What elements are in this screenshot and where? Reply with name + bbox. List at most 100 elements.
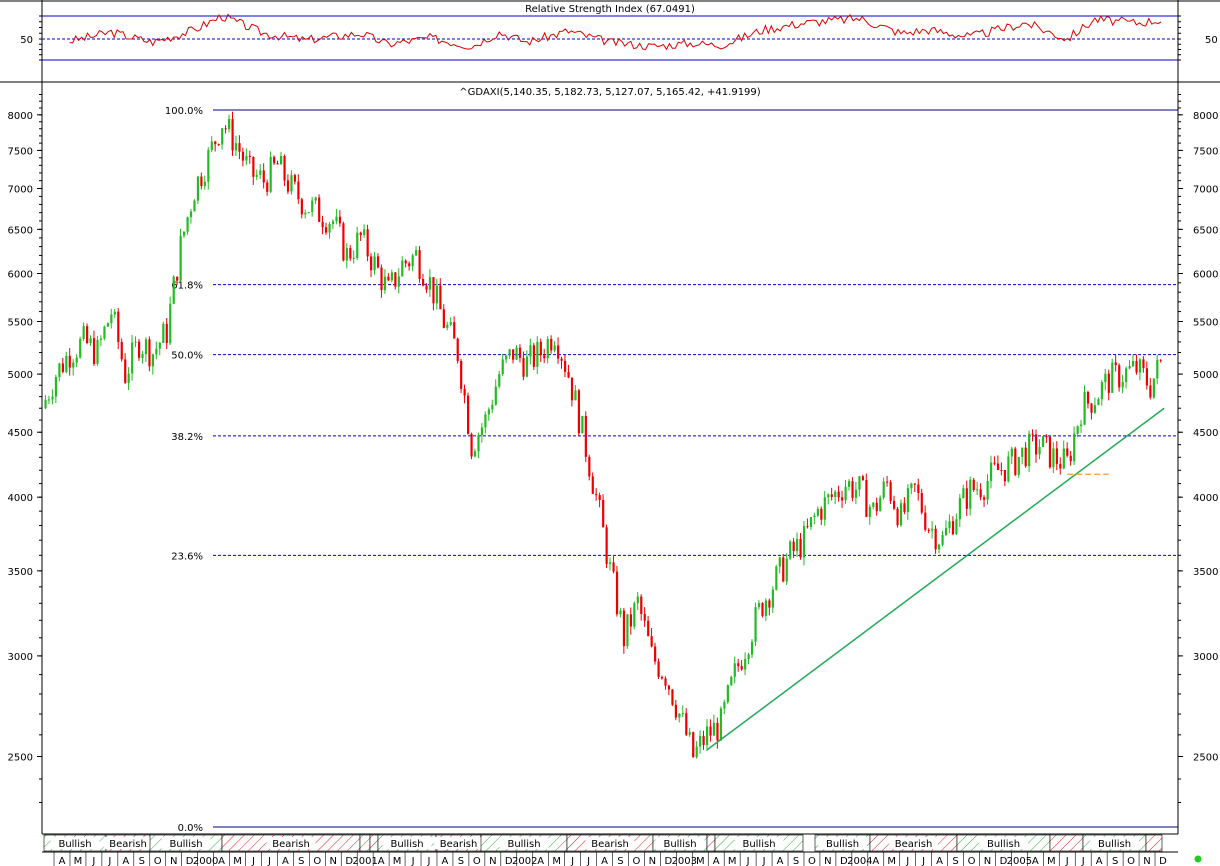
candle-body: [1038, 447, 1041, 455]
candle-body: [782, 557, 785, 582]
candle-body: [266, 182, 269, 192]
month-label: J: [251, 856, 255, 866]
candle-body: [834, 491, 837, 498]
candle-body: [553, 345, 556, 351]
candle-body: [643, 613, 646, 621]
y-tick-label-right: 3000: [1193, 652, 1218, 663]
candle-body: [1138, 359, 1142, 373]
candle-body: [958, 498, 962, 520]
candle-body: [203, 181, 206, 187]
month-label: D: [664, 856, 672, 866]
candle-body: [331, 221, 335, 224]
candle-body: [297, 181, 300, 200]
candle-body: [515, 347, 518, 360]
candle-body: [917, 484, 920, 494]
candle-body: [570, 377, 574, 401]
candle-body: [432, 277, 435, 304]
candle-body: [349, 248, 352, 259]
candle-body: [89, 338, 92, 343]
candle-body: [394, 272, 397, 287]
month-label: S: [793, 856, 799, 866]
sentiment-band-label-bg: [818, 837, 867, 849]
candle-body: [972, 479, 975, 490]
candle-body: [1107, 373, 1110, 393]
candle-body: [761, 603, 764, 616]
candle-body: [1149, 385, 1152, 398]
candle-body: [484, 414, 487, 428]
sentiment-band-label: Bearish: [109, 839, 147, 850]
candle-body: [532, 345, 536, 367]
month-label: D: [1000, 856, 1008, 866]
candle-body: [584, 415, 587, 457]
candle-body: [1073, 433, 1076, 462]
candle-body: [1014, 448, 1017, 475]
candle-body: [654, 646, 657, 662]
sentiment-band-label: Bullish: [663, 839, 696, 850]
month-label: M: [728, 856, 737, 866]
candle-body: [376, 256, 380, 268]
candle-body: [896, 508, 899, 526]
candle-body: [841, 497, 844, 501]
sentiment-band-label-bg: [1090, 837, 1139, 849]
rsi-title: Relative Strength Index (67.0491): [525, 4, 695, 15]
candle-body: [1100, 382, 1104, 400]
fib-level-label: 100.0%: [165, 106, 203, 117]
candle-body: [938, 544, 941, 550]
month-label: O: [154, 856, 162, 866]
candle-body: [660, 676, 664, 679]
candle-body: [539, 341, 542, 356]
candle-body: [931, 528, 934, 531]
candle-body: [179, 235, 182, 281]
candle-body: [605, 527, 608, 564]
candle-body: [221, 128, 224, 145]
status-indicator-icon: [1194, 855, 1202, 863]
candle-body: [927, 529, 930, 531]
candle-body: [113, 311, 116, 315]
candle-body: [380, 267, 383, 291]
month-label: A: [601, 856, 608, 866]
candle-body: [418, 250, 421, 279]
candle-body: [387, 276, 390, 281]
candle-body: [252, 156, 255, 177]
candle-body: [802, 526, 806, 558]
candle-body: [338, 216, 342, 224]
month-label: S: [298, 856, 304, 866]
candle-body: [730, 676, 733, 686]
candle-body: [546, 338, 549, 359]
month-label: 2005: [1007, 856, 1032, 866]
candle-body: [259, 170, 262, 175]
candle-body: [273, 156, 276, 164]
month-label: O: [632, 856, 640, 866]
candle-body: [196, 176, 200, 201]
candle-body: [993, 462, 996, 464]
candle-body: [751, 641, 754, 655]
candle-body: [1017, 456, 1020, 475]
candle-body: [172, 276, 175, 304]
rsi-left-tick-label: 50: [20, 35, 33, 46]
candle-body: [245, 155, 248, 161]
month-label: M: [74, 856, 83, 866]
candle-body: [262, 170, 265, 183]
sentiment-band-label: Bearish: [440, 839, 478, 850]
candle-body: [1090, 403, 1093, 413]
candle-body: [456, 338, 459, 361]
candle-body: [397, 276, 400, 287]
candle-body: [692, 732, 695, 758]
candle-body: [293, 175, 297, 182]
candle-body: [383, 276, 387, 291]
month-label: J: [1081, 856, 1085, 866]
candle-body: [200, 176, 203, 187]
candle-body: [629, 614, 632, 627]
candle-body: [99, 338, 103, 340]
candle-body: [757, 603, 761, 608]
candle-body: [965, 488, 968, 509]
candle-body: [134, 341, 137, 343]
candle-body: [290, 175, 293, 192]
candle-body: [1021, 447, 1024, 457]
candle-body: [217, 144, 220, 146]
month-label: M: [887, 856, 896, 866]
month-label: S: [952, 856, 958, 866]
y-tick-label-right: 2500: [1193, 752, 1218, 763]
candle-body: [366, 229, 369, 257]
candle-body: [1000, 469, 1003, 471]
